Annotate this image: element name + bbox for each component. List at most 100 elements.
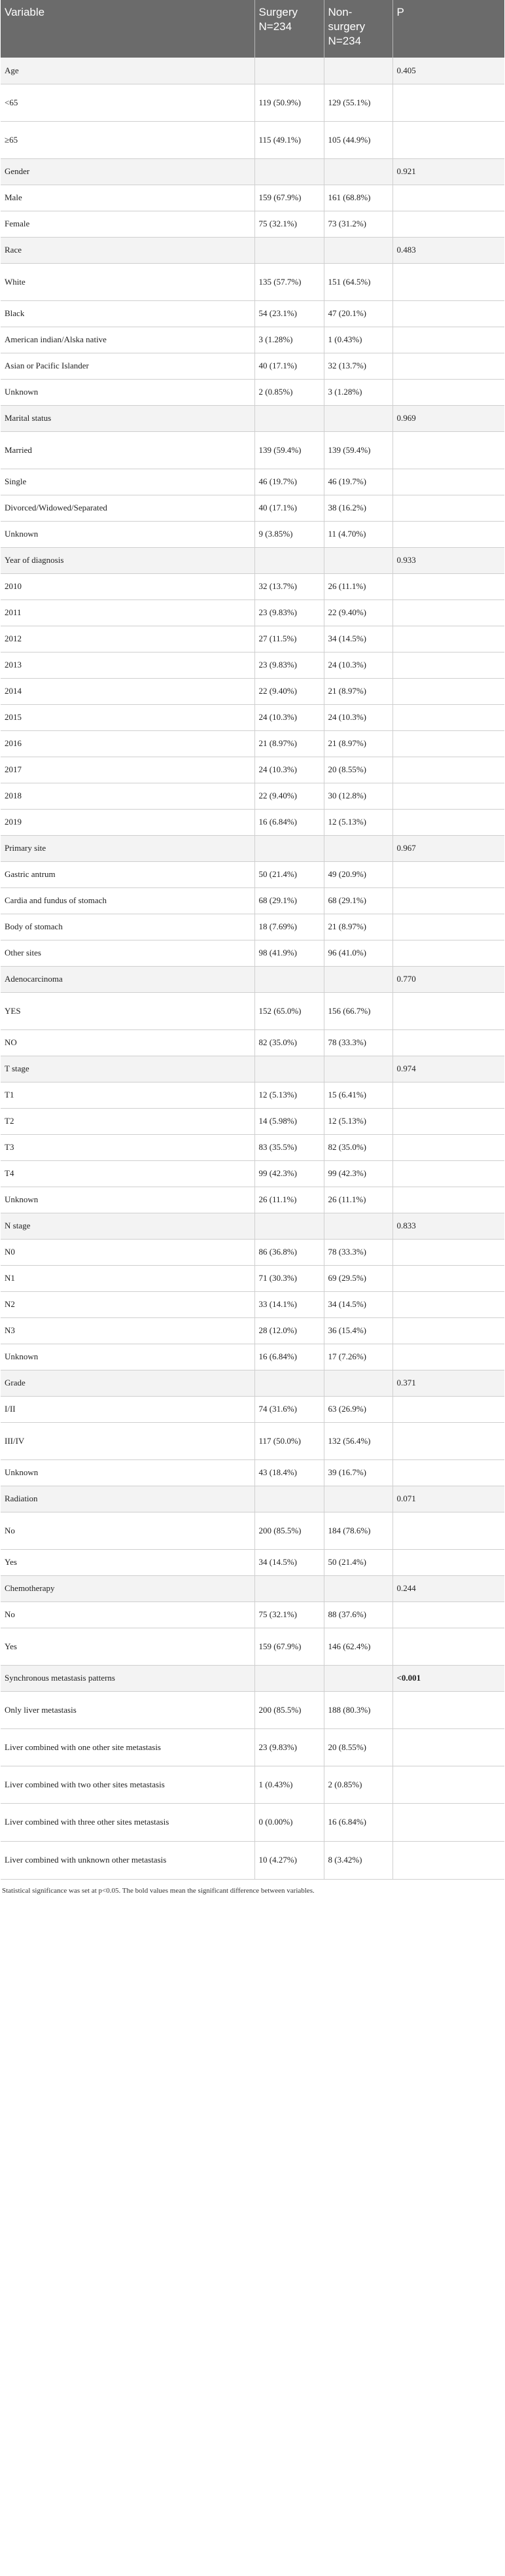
cell-variable: Primary site [1,835,255,862]
cell-surgery: 28 (12.0%) [254,1317,324,1344]
table-row: Unknown 16 (6.84%) 17 (7.26%) [1,1344,504,1370]
cell-p [392,1187,504,1213]
cell-non-surgery: 78 (33.3%) [324,1239,393,1266]
cell-surgery: 71 (30.3%) [254,1265,324,1292]
table-row: Body of stomach 18 (7.69%) 21 (8.97%) [1,914,504,940]
table-header-row: Variable Surgery N=234 Non-surgery N=234… [1,0,504,58]
table-row: YES 152 (65.0%) 156 (66.7%) [1,992,504,1030]
cell-surgery [254,1370,324,1397]
cell-surgery: 159 (67.9%) [254,1628,324,1666]
cell-p: 0.921 [392,158,504,185]
cell-variable: Yes [1,1549,255,1576]
table-row: Unknown 43 (18.4%) 39 (16.7%) [1,1459,504,1486]
cell-non-surgery: 21 (8.97%) [324,730,393,757]
cell-surgery: 1 (0.43%) [254,1766,324,1804]
cell-non-surgery: 99 (42.3%) [324,1160,393,1187]
cell-variable: 2015 [1,704,255,731]
cell-surgery: 22 (9.40%) [254,678,324,705]
cell-p [392,940,504,967]
cell-variable: 2019 [1,809,255,836]
table-container: Variable Surgery N=234 Non-surgery N=234… [1,0,504,1895]
table-group-row: Race 0.483 [1,237,504,264]
cell-variable: Unknown [1,379,255,406]
cell-variable: 2013 [1,652,255,679]
cell-variable: III/IV [1,1422,255,1460]
cell-non-surgery: 17 (7.26%) [324,1344,393,1370]
table-row: 2018 22 (9.40%) 30 (12.8%) [1,783,504,810]
table-row: No 75 (32.1%) 88 (37.6%) [1,1601,504,1628]
cell-non-surgery: 32 (13.7%) [324,353,393,380]
cell-p [392,185,504,211]
cell-p [392,1134,504,1161]
cell-p: 0.483 [392,237,504,264]
cell-non-surgery: 49 (20.9%) [324,861,393,888]
cell-p [392,1766,504,1804]
cell-non-surgery [324,1575,393,1602]
cell-p [392,1239,504,1266]
table-row: III/IV 117 (50.0%) 132 (56.4%) [1,1422,504,1460]
cell-surgery: 16 (6.84%) [254,809,324,836]
table-row: American indian/Alska native 3 (1.28%) 1 (… [1,327,504,353]
cell-variable: Married [1,431,255,469]
cell-surgery: 32 (13.7%) [254,573,324,600]
cell-variable: 2010 [1,573,255,600]
cell-surgery: 10 (4.27%) [254,1841,324,1880]
header-variable: Variable [1,0,255,58]
cell-p [392,1841,504,1880]
table-row: 2014 22 (9.40%) 21 (8.97%) [1,678,504,705]
cell-non-surgery: 26 (11.1%) [324,1187,393,1213]
cell-p [392,1317,504,1344]
table-row: Unknown 26 (11.1%) 26 (11.1%) [1,1187,504,1213]
table-group-row: Radiation 0.071 [1,1486,504,1512]
cell-surgery: 2 (0.85%) [254,379,324,406]
cell-variable: Gender [1,158,255,185]
cell-surgery: 23 (9.83%) [254,1728,324,1766]
cell-p [392,300,504,327]
cell-non-surgery: 12 (5.13%) [324,809,393,836]
cell-p [392,652,504,679]
cell-p [392,1728,504,1766]
cell-p [392,121,504,159]
cell-variable: Black [1,300,255,327]
cell-variable: T1 [1,1082,255,1109]
cell-surgery: 23 (9.83%) [254,599,324,626]
cell-p [392,327,504,353]
cell-non-surgery: 151 (64.5%) [324,263,393,301]
cell-surgery: 16 (6.84%) [254,1344,324,1370]
table-row: Asian or Pacific Islander 40 (17.1%) 32 (1… [1,353,504,380]
cell-surgery: 75 (32.1%) [254,211,324,238]
cell-variable: Single [1,469,255,495]
cell-non-surgery: 8 (3.42%) [324,1841,393,1880]
table-group-row: Marital status 0.969 [1,405,504,432]
cell-surgery: 12 (5.13%) [254,1082,324,1109]
cell-p [392,730,504,757]
baseline-characteristics-table: Variable Surgery N=234 Non-surgery N=234… [1,0,504,1880]
cell-surgery: 26 (11.1%) [254,1187,324,1213]
cell-surgery: 21 (8.97%) [254,730,324,757]
cell-non-surgery: 78 (33.3%) [324,1029,393,1056]
cell-surgery: 40 (17.1%) [254,353,324,380]
cell-p [392,757,504,783]
cell-surgery: 200 (85.5%) [254,1512,324,1550]
cell-non-surgery [324,58,393,84]
table-body: Age 0.405 <65 119 (50.9%) 129 (55.1%) ≥65 115 … [1,58,504,1880]
cell-surgery: 18 (7.69%) [254,914,324,940]
cell-variable: N stage [1,1213,255,1240]
table-row: Male 159 (67.9%) 161 (68.8%) [1,185,504,211]
cell-surgery: 159 (67.9%) [254,185,324,211]
cell-surgery: 24 (10.3%) [254,704,324,731]
cell-non-surgery: 1 (0.43%) [324,327,393,353]
cell-p [392,263,504,301]
cell-variable: Female [1,211,255,238]
cell-surgery: 43 (18.4%) [254,1459,324,1486]
cell-p [392,678,504,705]
table-row: 2019 16 (6.84%) 12 (5.13%) [1,809,504,836]
table-row: Liver combined with one other site metas… [1,1728,504,1766]
cell-variable: Chemotherapy [1,1575,255,1602]
table-group-row: T stage 0.974 [1,1056,504,1082]
cell-surgery: 139 (59.4%) [254,431,324,469]
cell-surgery: 74 (31.6%) [254,1396,324,1423]
cell-non-surgery: 22 (9.40%) [324,599,393,626]
cell-non-surgery: 34 (14.5%) [324,626,393,653]
cell-p: 0.974 [392,1056,504,1082]
